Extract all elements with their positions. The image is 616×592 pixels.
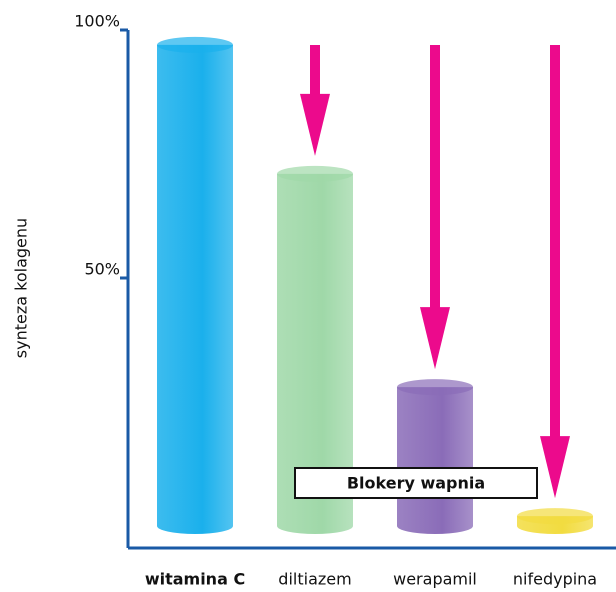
cylinder <box>397 387 473 534</box>
y-tick-label: 100% <box>74 12 120 31</box>
cylinder-top <box>397 379 473 395</box>
x-tick-label: witamina C <box>145 570 245 589</box>
cylinder <box>157 45 233 534</box>
annotation: Blokery wapnia <box>347 474 485 493</box>
page: synteza kolagenu 50% 100% witamina C diltia… <box>0 0 616 592</box>
arrow-head <box>300 94 330 156</box>
arrow-head <box>540 436 570 498</box>
y-axis-label: synteza kolagenu <box>12 218 31 358</box>
y-tick-label: 50% <box>84 260 120 279</box>
arrow-head <box>420 307 450 369</box>
x-tick-label: nifedypina <box>513 570 597 589</box>
cylinder-top <box>157 37 233 53</box>
chart: synteza kolagenu 50% 100% witamina C diltia… <box>0 0 616 592</box>
x-tick-label: diltiazem <box>278 570 351 589</box>
x-tick-label: werapamil <box>393 570 477 589</box>
cylinder-top <box>517 508 593 524</box>
cylinder-top <box>277 166 353 182</box>
